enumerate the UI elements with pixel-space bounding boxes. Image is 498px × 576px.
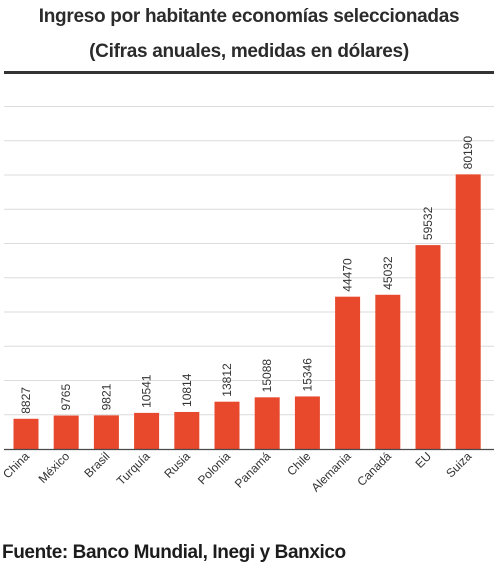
value-label: 80190 bbox=[461, 136, 475, 170]
bar-brasil bbox=[93, 415, 119, 449]
title-divider bbox=[4, 71, 494, 74]
bar-panamá bbox=[254, 397, 280, 449]
category-label: Panamá bbox=[232, 449, 274, 491]
category-label: Polonia bbox=[195, 449, 233, 487]
value-label: 10814 bbox=[180, 373, 194, 407]
category-label: EU bbox=[412, 449, 434, 471]
bar-polonia bbox=[214, 401, 240, 449]
bars bbox=[13, 174, 481, 449]
bar-china bbox=[13, 418, 39, 449]
category-labels: China México Brasil Turquía Rusia PoloniaPana… bbox=[0, 449, 474, 495]
category-label: China bbox=[0, 449, 32, 481]
bar-méxico bbox=[53, 415, 79, 449]
value-label: 9765 bbox=[59, 384, 73, 411]
value-label: 10541 bbox=[140, 374, 154, 408]
bar-chart: 8827 9765 9821 10541 10814 13812 15088 15346 444… bbox=[0, 106, 494, 495]
category-label: Turquía bbox=[114, 449, 153, 488]
value-labels: 8827 9765 9821 10541 10814 13812 15088 15346 444… bbox=[19, 136, 475, 414]
source-note: Fuente: Banco Mundial, Inegi y Banxico bbox=[2, 542, 346, 563]
value-label: 13812 bbox=[220, 363, 234, 397]
category-label: Chile bbox=[284, 449, 313, 478]
value-label: 15088 bbox=[260, 359, 274, 393]
value-label: 44470 bbox=[341, 258, 355, 292]
category-label: Alemania bbox=[308, 449, 354, 495]
value-label: 59532 bbox=[421, 206, 435, 240]
gridlines bbox=[4, 106, 494, 416]
category-label: Brasil bbox=[81, 449, 112, 480]
value-label: 15346 bbox=[300, 358, 314, 392]
bar-turquía bbox=[134, 412, 160, 449]
category-label: Suiza bbox=[443, 449, 474, 480]
category-label: Canadá bbox=[354, 449, 394, 489]
category-label: Rusia bbox=[161, 449, 193, 481]
value-label: 9821 bbox=[99, 383, 113, 410]
category-label: México bbox=[36, 449, 73, 486]
value-label: 45032 bbox=[381, 256, 395, 290]
bar-chile bbox=[294, 396, 320, 449]
value-label: 8827 bbox=[19, 387, 33, 414]
bar-canadá bbox=[375, 294, 401, 449]
chart-title: Ingreso por habitante economías seleccio… bbox=[38, 6, 460, 27]
bar-suiza bbox=[455, 174, 481, 449]
bar-alemania bbox=[335, 296, 361, 449]
bar-eu bbox=[415, 245, 441, 449]
bar-rusia bbox=[174, 411, 200, 449]
chart-subtitle: (Cifras anuales, medidas en dólares) bbox=[89, 41, 409, 62]
